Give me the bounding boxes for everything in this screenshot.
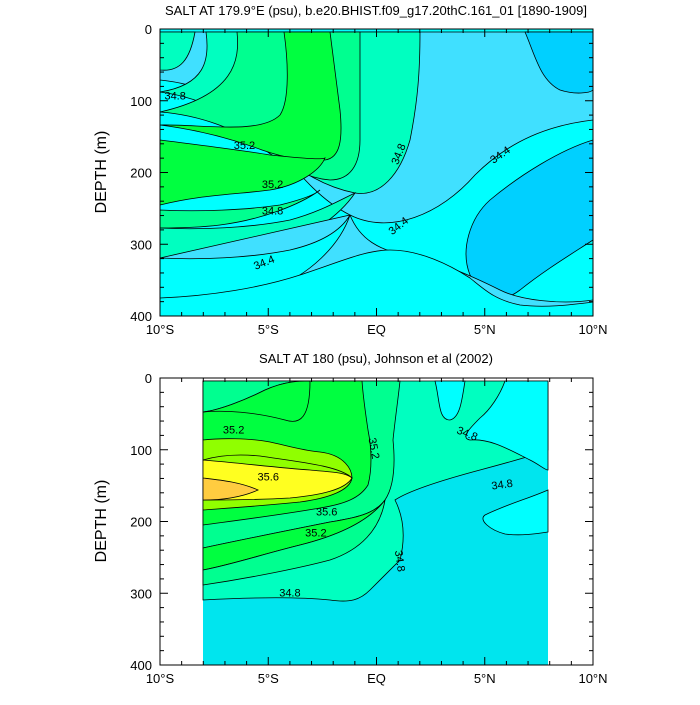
contour-label-text: 34.8 xyxy=(279,588,300,600)
fill-34.6b xyxy=(524,31,593,94)
contour-label-text: 35.2 xyxy=(262,179,283,191)
panel-top-y-axis-title: DEPTH (m) xyxy=(93,131,110,214)
contour-label-text: 34.8 xyxy=(262,206,283,218)
y-tick-label: 0 xyxy=(145,371,152,386)
x-tick-label: 10°N xyxy=(578,671,607,686)
contour-label: 34.8 xyxy=(262,206,283,218)
y-tick-label: 100 xyxy=(130,94,152,109)
contour-label: 34.8 xyxy=(491,478,514,493)
panel-top-y-axis: 0 100 200 300 400 xyxy=(130,22,593,324)
panel-bottom-contour-labels: 35.235.635.635.235.234.834.834.834.8 xyxy=(223,425,514,600)
contour-label: 35.2 xyxy=(223,425,244,437)
x-tick-label: 10°S xyxy=(146,671,175,686)
contour-label: 35.2 xyxy=(262,179,283,191)
fill-35.0b xyxy=(202,499,386,586)
y-tick-label: 0 xyxy=(145,22,152,37)
panel-bottom-y-axis: 0 100 200 300 400 xyxy=(130,371,593,673)
contour-label-text: 35.6 xyxy=(258,471,279,483)
x-tick-label: 5°N xyxy=(474,322,496,337)
x-tick-label: 5°S xyxy=(258,671,279,686)
panel-bottom-field xyxy=(202,380,549,665)
contour-label-text: 35.2 xyxy=(223,425,244,437)
y-tick-label: 400 xyxy=(130,658,152,673)
x-tick-label: 10°S xyxy=(146,322,175,337)
contour-label: 35.2 xyxy=(234,140,255,152)
fill-35.2-top xyxy=(202,380,311,422)
x-tick-label: 5°S xyxy=(258,322,279,337)
panel-top-field xyxy=(160,29,593,316)
fill-34.6 xyxy=(465,139,593,299)
fill-34.2b xyxy=(160,249,593,316)
y-tick-label: 100 xyxy=(130,443,152,458)
fill-35.4-top xyxy=(202,438,353,479)
fill-34.6-upper xyxy=(465,380,549,471)
contour-label-text: 35.6 xyxy=(316,506,337,518)
fill-35.2-core xyxy=(160,139,326,206)
contour-label-text: 34.8 xyxy=(491,478,514,493)
fill-34.6-notch xyxy=(434,380,466,421)
y-tick-label: 200 xyxy=(130,166,152,181)
y-tick-label: 200 xyxy=(130,515,152,530)
fill-35.8 xyxy=(202,477,259,501)
x-tick-label: 10°N xyxy=(578,322,607,337)
contour-label: 35.2 xyxy=(366,437,382,460)
contour-label-text: 34.8 xyxy=(392,550,407,573)
panel-bottom: SALT AT 180 (psu), Johnson et al (2002) … xyxy=(93,351,608,686)
contour-label-text: 35.2 xyxy=(234,140,255,152)
panel-top-x-axis: 10°S 5°S EQ 5°N 10°N xyxy=(146,29,608,337)
panel-bottom-y-axis-title: DEPTH (m) xyxy=(93,480,110,563)
contour-label-text: 35.2 xyxy=(305,527,326,539)
y-tick-label: 300 xyxy=(130,237,152,252)
contour-label: 34.8 xyxy=(279,588,300,600)
contour-label: 35.6 xyxy=(258,471,279,483)
y-tick-label: 400 xyxy=(130,309,152,324)
x-tick-label: 5°N xyxy=(474,671,496,686)
fill-35.2 xyxy=(160,31,342,161)
contour-label: 35.6 xyxy=(316,506,337,518)
contour-label-text: 35.2 xyxy=(366,437,382,460)
panel-bottom-x-axis: 10°S 5°S EQ 5°N 10°N xyxy=(146,378,608,686)
fill-34.8 xyxy=(160,31,196,71)
fill-34.6-mid xyxy=(482,489,549,536)
contour-label: 34.8 xyxy=(392,550,407,573)
y-tick-label: 300 xyxy=(130,586,152,601)
fill-35.0b xyxy=(160,189,321,229)
panel-top: SALT AT 179.9°E (psu), b.e20.BHIST.f09_g… xyxy=(93,3,608,337)
contour-label: 34.8 xyxy=(164,91,185,103)
x-tick-label: EQ xyxy=(367,671,386,686)
panel-bottom-title: SALT AT 180 (psu), Johnson et al (2002) xyxy=(259,351,493,366)
contour-label-text: 34.8 xyxy=(164,91,185,103)
x-tick-label: EQ xyxy=(367,322,386,337)
panel-top-title: SALT AT 179.9°E (psu), b.e20.BHIST.f09_g… xyxy=(165,3,587,18)
contour-label: 35.2 xyxy=(305,527,326,539)
